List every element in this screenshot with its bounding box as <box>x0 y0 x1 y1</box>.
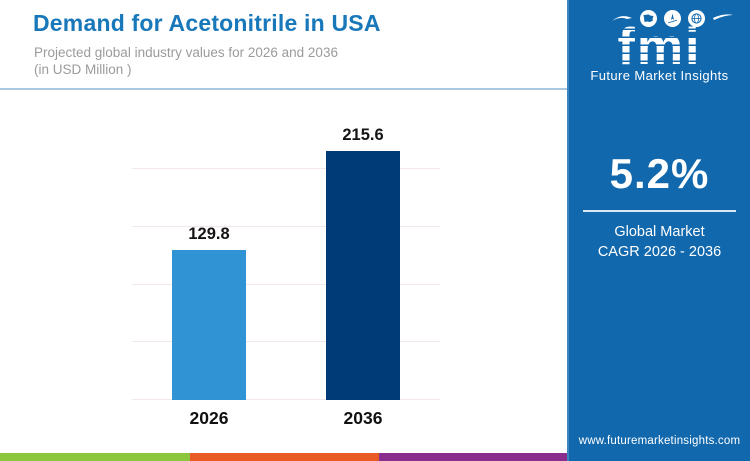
globe-icon <box>688 9 705 27</box>
bar-value-label-2036: 215.6 <box>342 125 384 144</box>
swoosh-icon <box>713 14 733 20</box>
cagr-label: Global Market CAGR 2026 - 2036 <box>569 222 750 262</box>
logo-subtext: Future Market Insights <box>590 68 729 83</box>
logo-text: fmi <box>569 21 750 73</box>
header: Demand for Acetonitrile in USA Projected… <box>0 0 567 91</box>
bar-2036 <box>326 150 400 400</box>
strip-segment-green <box>0 453 190 461</box>
usa-map-icon <box>640 9 657 27</box>
gridline <box>132 225 440 227</box>
header-divider <box>0 88 567 90</box>
bar-2026 <box>172 250 246 400</box>
swoosh-icon <box>612 16 632 21</box>
subtitle-line-2: (in USD Million ) <box>34 62 132 77</box>
logo-icons <box>595 8 750 28</box>
compass-icon <box>664 9 681 27</box>
bar-group-2036: 215.6 <box>286 126 440 400</box>
cagr-label-line-2: CAGR 2026 - 2036 <box>597 244 722 260</box>
fmi-logo: fmi Future Market Insights <box>569 8 750 83</box>
stat-divider <box>583 210 736 212</box>
cagr-value: 5.2% <box>609 150 710 197</box>
page-title: Demand for Acetonitrile in USA <box>33 10 381 36</box>
sidebar: fmi Future Market Insights 5.2% Global M… <box>567 0 750 461</box>
x-axis-label-2026: 2026 <box>189 408 229 428</box>
x-axis-label-2036: 2036 <box>343 408 383 428</box>
cagr-stat: 5.2% Global Market CAGR 2026 - 2036 <box>569 150 750 262</box>
bar-group-2026: 129.8 <box>132 225 286 400</box>
subtitle-line-1: Projected global industry values for 202… <box>34 45 338 60</box>
gridline <box>132 283 440 285</box>
website-link[interactable]: www.futuremarketinsights.com <box>578 435 741 447</box>
strip-segment-orange <box>190 453 379 461</box>
chart-subtitle: Projected global industry values for 202… <box>34 44 338 78</box>
strip-segment-purple <box>379 453 567 461</box>
cagr-label-line-1: Global Market <box>614 224 705 240</box>
gridline <box>132 168 440 169</box>
bar-chart-plot-area: 129.8 215.6 <box>132 126 440 400</box>
gridline <box>132 399 440 400</box>
footer-color-strip <box>0 453 567 461</box>
bar-value-label-2026: 129.8 <box>188 225 230 244</box>
gridline <box>132 341 440 343</box>
